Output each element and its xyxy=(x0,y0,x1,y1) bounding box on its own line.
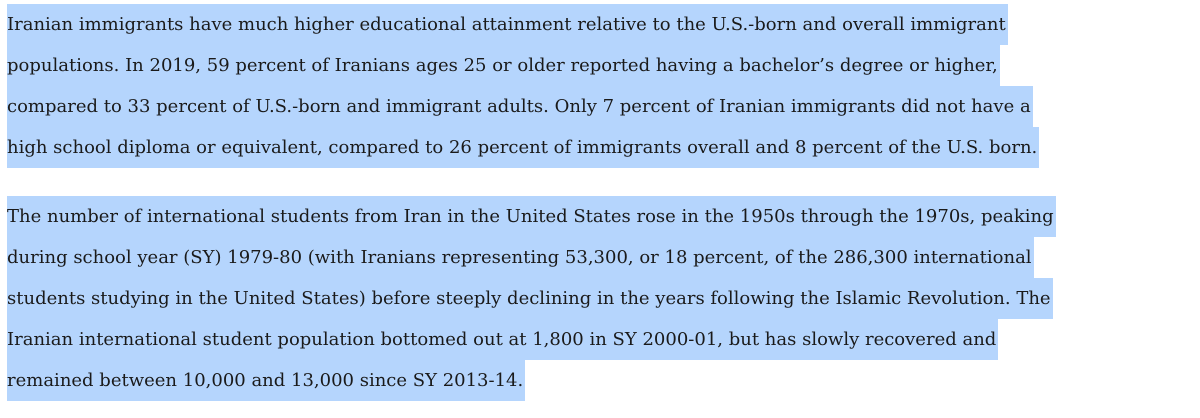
selected-text: compared to 33 percent of U.S.-born and … xyxy=(7,86,1033,127)
text-line: populations. In 2019, 59 percent of Iran… xyxy=(7,45,1200,86)
selected-text: Iranian international student population… xyxy=(7,319,999,360)
paragraph: Iranian immigrants have much higher educ… xyxy=(7,4,1200,168)
document: Iranian immigrants have much higher educ… xyxy=(7,4,1200,401)
text-line: high school diploma or equivalent, compa… xyxy=(7,127,1200,168)
paragraph: The number of international students fro… xyxy=(7,196,1200,401)
text-line: The number of international students fro… xyxy=(7,196,1200,237)
selected-text: during school year (SY) 1979-80 (with Ir… xyxy=(7,237,1034,278)
text-line: Iranian international student population… xyxy=(7,319,1200,360)
selected-text: populations. In 2019, 59 percent of Iran… xyxy=(7,45,1000,86)
text-line: remained between 10,000 and 13,000 since… xyxy=(7,360,1200,401)
selected-text: Iranian immigrants have much higher educ… xyxy=(7,4,1008,45)
selected-text: The number of international students fro… xyxy=(7,196,1056,237)
text-line: during school year (SY) 1979-80 (with Ir… xyxy=(7,237,1200,278)
selected-text: students studying in the United States) … xyxy=(7,278,1053,319)
text-line: compared to 33 percent of U.S.-born and … xyxy=(7,86,1200,127)
selected-text: high school diploma or equivalent, compa… xyxy=(7,127,1040,168)
text-line: Iranian immigrants have much higher educ… xyxy=(7,4,1200,45)
selected-text: remained between 10,000 and 13,000 since… xyxy=(7,360,526,401)
text-line: students studying in the United States) … xyxy=(7,278,1200,319)
